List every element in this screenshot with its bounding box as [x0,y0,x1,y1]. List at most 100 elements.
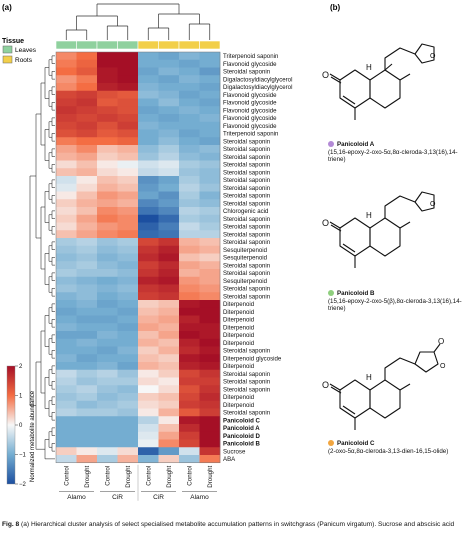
heatmap-cell [199,431,221,440]
colorbar-tick-label: 1 [19,394,23,400]
heatmap-cell [56,269,77,278]
heatmap-cell [138,168,159,177]
heatmap-cell [158,369,180,378]
row-label: Chlorogenic acid [223,208,268,215]
heatmap-cell [158,408,180,417]
heatmap-cell [199,338,221,347]
colorbar-gradient [6,365,16,485]
compound-label-b: Panicoloid B (15,16-epoxy-2-oxo-5(β),8α-… [328,290,474,313]
heatmap-cell [117,416,139,425]
heatmap-cell [117,424,139,433]
heatmap-cell [117,98,139,107]
heatmap-cell [179,269,200,278]
heatmap-cell [199,245,221,254]
heatmap-cell [76,160,98,169]
heatmap-cell [179,331,200,340]
heatmap-cell [158,145,180,154]
heatmap-cell [56,222,77,231]
heatmap-cell [117,346,139,355]
heatmap-cell [199,75,221,84]
heatmap-cell [76,253,98,262]
column-label: Drought [125,465,132,487]
oxygen-c: O [322,380,329,390]
heatmap-cell [199,393,221,402]
tissue-cell [76,40,98,50]
row-label: Steroidal saponin [223,239,270,246]
heatmap-cell [158,52,180,61]
row-label: Triterpenoid saponin [223,53,278,60]
carbonyl-c [329,383,341,391]
heatmap-cell [97,168,118,177]
row-label: Steroidal saponin [223,216,270,223]
heatmap-cell [76,331,98,340]
heatmap-cell [56,152,77,161]
heatmap-cell [56,455,77,464]
heatmap-cell [97,447,118,456]
structure-panicoloid-b: O H O [322,191,436,268]
heatmap-cell [158,439,180,448]
heatmap-cell [158,90,180,99]
heatmap-cell [138,400,159,409]
row-label: Steroidal saponin [223,154,270,161]
heatmap-cell [117,323,139,332]
heatmap-cell [179,59,200,68]
heatmap-cell [158,83,180,92]
heatmap-cell [199,447,221,456]
row-label: Flavonoid glycoside [223,115,277,122]
heatmap-cell [56,331,77,340]
heatmap-cell [76,106,98,115]
methyl-c-2 [399,383,411,391]
heatmap-cell [117,75,139,84]
heatmap-cell [138,238,159,247]
heatmap-cell [117,222,139,231]
heatmap-cell [117,369,139,378]
row-label: Steroidal saponin [223,177,270,184]
genotype-label: CiR [112,494,123,501]
heatmap-cell [76,129,98,138]
heatmap-cell [179,90,200,99]
heatmap-cell [56,191,77,200]
heatmap-cell [158,160,180,169]
heatmap-cell [179,276,200,285]
heatmap-cell [97,253,118,262]
compound-dot-c [328,440,334,446]
heatmap-cell [158,300,180,309]
heatmap-cell [138,261,159,270]
row-label: Steroidal saponin [223,270,270,277]
heatmap-cell [56,393,77,402]
heatmap-cell [76,269,98,278]
genotype-group-labels: Alamo CiR CiR Alamo [59,464,217,501]
heatmap-cell [199,284,221,293]
heatmap-cell [179,362,200,371]
heatmap-cell [97,83,118,92]
compound-label-c: Panicoloid C (2-oxo-5α,8α-cleroda-3,13-d… [328,440,474,455]
heatmap-cell [158,191,180,200]
heatmap-cell [199,424,221,433]
heatmap-cell [158,207,180,216]
heatmap-cell [158,98,180,107]
heatmap-cell [76,276,98,285]
heatmap-cell [138,354,159,363]
heatmap-cell [138,276,159,285]
column-label: Drought [207,465,214,487]
heatmap-cell [56,323,77,332]
heatmap-cell [97,323,118,332]
heatmap-cell [117,238,139,247]
heatmap-cell [179,253,200,262]
heatmap-cell [117,315,139,324]
heatmap-cell [76,90,98,99]
hydrogen-b: H [366,211,372,220]
heatmap-cell [158,455,180,464]
heatmap-cell [179,145,200,154]
ring-b-right [369,217,401,257]
heatmap-cell [158,447,180,456]
heatmap-cell [179,416,200,425]
heatmap-cell [158,424,180,433]
column-label: Control [146,466,153,486]
heatmap-cell [158,67,180,76]
row-label: Steroidal saponin [223,231,270,238]
heatmap-cell [199,222,221,231]
heatmap-cell [56,315,77,324]
furan-b [414,191,435,212]
